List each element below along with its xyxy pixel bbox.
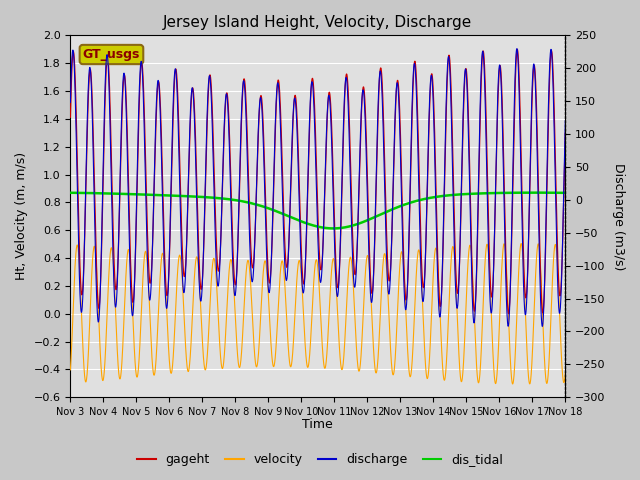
Title: Jersey Island Height, Velocity, Discharge: Jersey Island Height, Velocity, Discharg… xyxy=(163,15,472,30)
Y-axis label: Discharge (m3/s): Discharge (m3/s) xyxy=(612,163,625,270)
Text: GT_usgs: GT_usgs xyxy=(83,48,140,61)
X-axis label: Time: Time xyxy=(303,419,333,432)
Legend: gageht, velocity, discharge, dis_tidal: gageht, velocity, discharge, dis_tidal xyxy=(132,448,508,471)
Y-axis label: Ht, Velocity (m, m/s): Ht, Velocity (m, m/s) xyxy=(15,152,28,280)
